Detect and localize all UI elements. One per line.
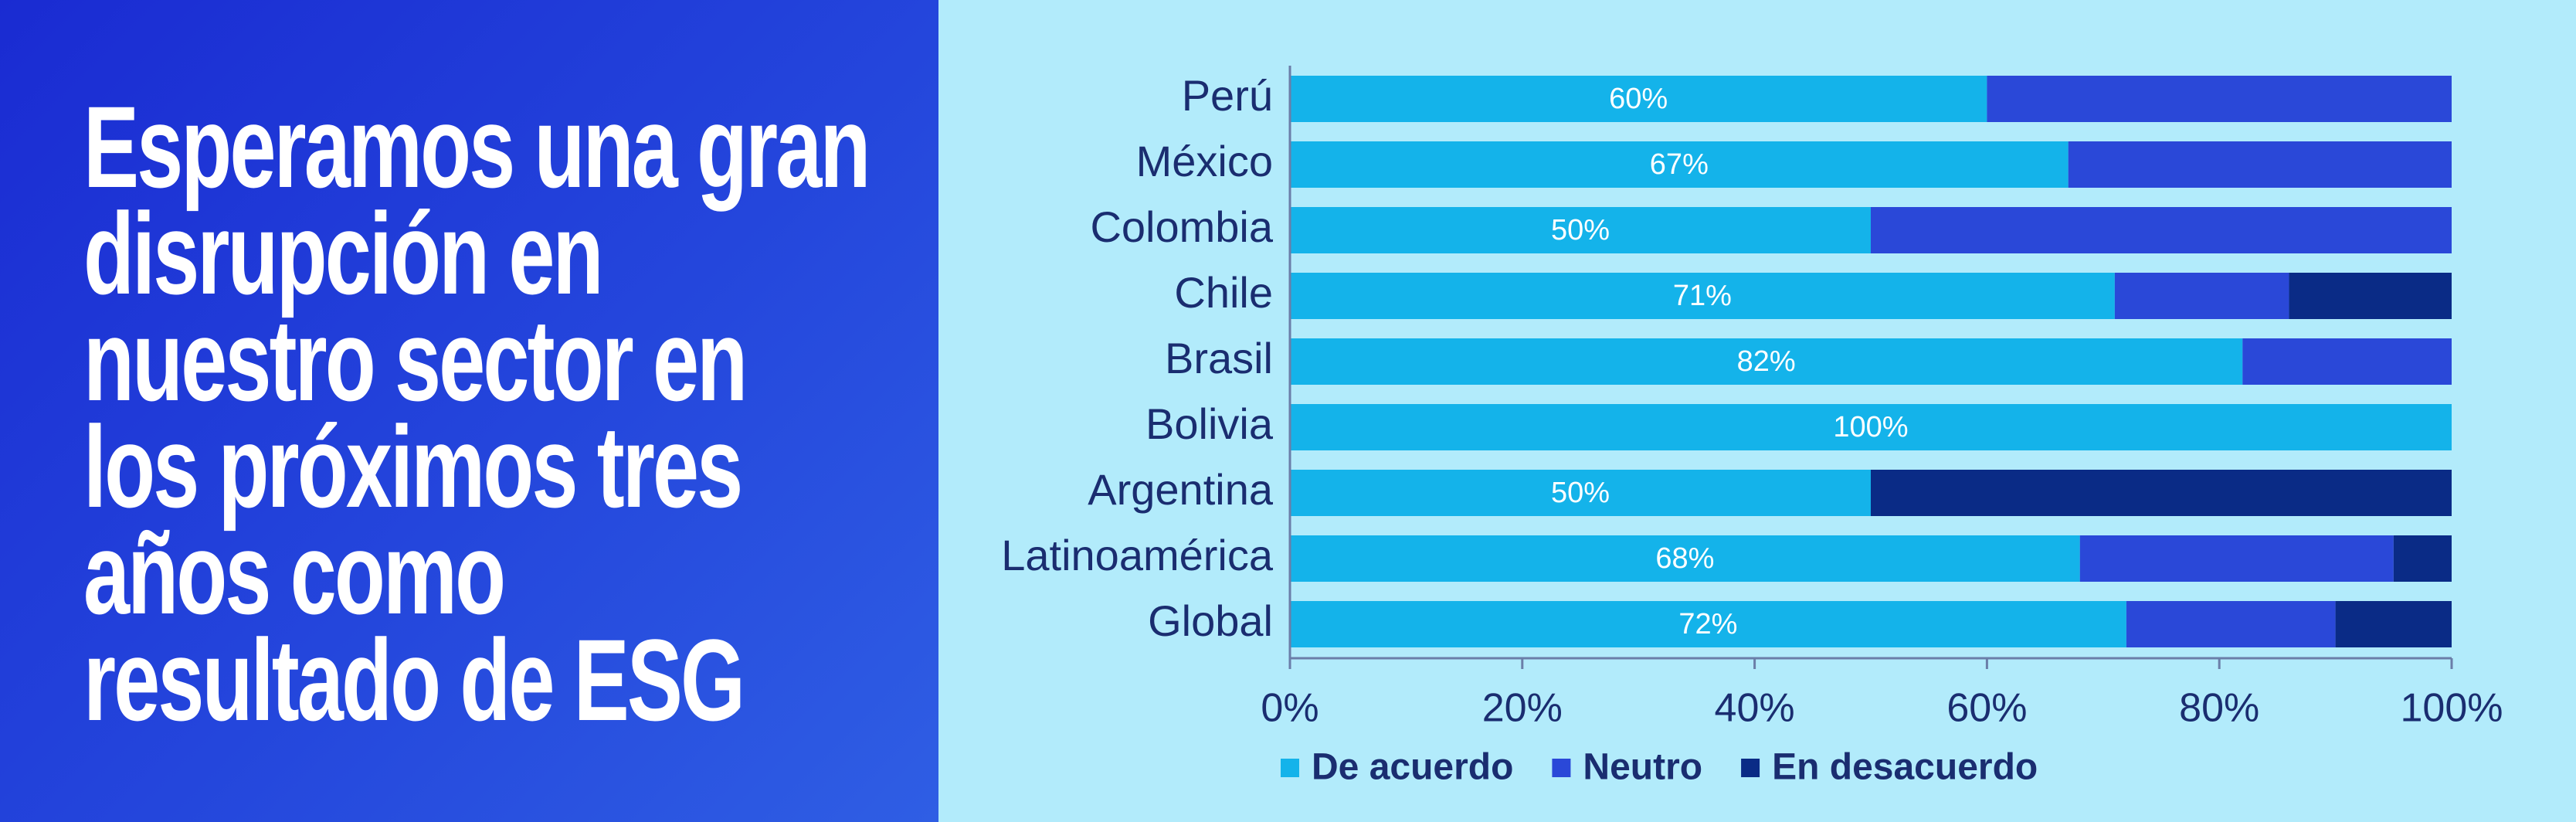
category-label: México	[1136, 137, 1273, 185]
title-line: disrupción en	[83, 189, 604, 318]
title-line: resultado de ESG	[83, 615, 745, 745]
legend-swatch	[1281, 759, 1299, 777]
category-label: Perú	[1182, 71, 1273, 120]
value-label: 60%	[1609, 83, 1668, 115]
category-label: Colombia	[1090, 202, 1273, 251]
bar-segment	[2114, 273, 2289, 319]
bar-segment	[2079, 535, 2394, 582]
bar-segment	[2126, 601, 2336, 647]
legend-label: De acuerdo	[1312, 747, 1513, 788]
value-label: 67%	[1650, 148, 1709, 181]
legend-label: Neutro	[1583, 747, 1702, 788]
category-label: Bolivia	[1145, 399, 1274, 448]
title-line: Esperamos una gran	[83, 82, 871, 212]
bar-segment	[2242, 338, 2452, 385]
x-tick-label: 80%	[2179, 686, 2259, 731]
x-tick-label: 40%	[1715, 686, 1795, 731]
bar-segment	[1290, 601, 2126, 647]
category-label: Brasil	[1165, 334, 1273, 382]
category-label: Latinoamérica	[1001, 531, 1274, 579]
value-label: 50%	[1551, 214, 1610, 246]
bar-segment	[1290, 76, 1987, 122]
bar-segment	[1290, 207, 1871, 253]
bar-segment	[1290, 141, 2069, 188]
bar-segment	[1290, 338, 2243, 385]
bar-segment	[1871, 207, 2452, 253]
title-line: años como	[83, 508, 506, 638]
bar-segment	[1290, 273, 2115, 319]
value-label: 100%	[1833, 411, 1908, 443]
value-label: 50%	[1551, 477, 1610, 509]
title-line: nuestro sector en	[83, 295, 748, 425]
value-label: 71%	[1673, 280, 1732, 312]
title-line: los próximos tres	[83, 402, 743, 532]
legend-swatch	[1552, 759, 1571, 777]
bar-segment	[2068, 141, 2452, 188]
bar-segment	[1290, 535, 2080, 582]
title-panel: Esperamos una gran disrupción en nuestro s…	[0, 0, 938, 822]
legend-label: En desacuerdo	[1772, 747, 2038, 788]
x-tick-label: 20%	[1482, 686, 1563, 731]
category-label: Global	[1148, 596, 1273, 645]
x-tick-label: 100%	[2401, 686, 2503, 731]
legend-swatch	[1741, 759, 1760, 777]
value-label: 72%	[1678, 608, 1737, 640]
bar-segment	[1871, 470, 2452, 516]
category-label: Chile	[1174, 268, 1273, 317]
bar-segment	[2289, 273, 2452, 319]
value-label: 68%	[1655, 542, 1714, 575]
x-tick-label: 60%	[1946, 686, 2027, 731]
category-label: Argentina	[1088, 465, 1274, 514]
bar-segment	[1290, 470, 1871, 516]
bar-segment	[1987, 76, 2452, 122]
value-label: 82%	[1737, 345, 1796, 378]
bar-segment	[1290, 404, 2452, 450]
bar-segment	[2335, 601, 2452, 647]
bar-segment	[2393, 535, 2452, 582]
x-tick-label: 0%	[1261, 686, 1319, 731]
